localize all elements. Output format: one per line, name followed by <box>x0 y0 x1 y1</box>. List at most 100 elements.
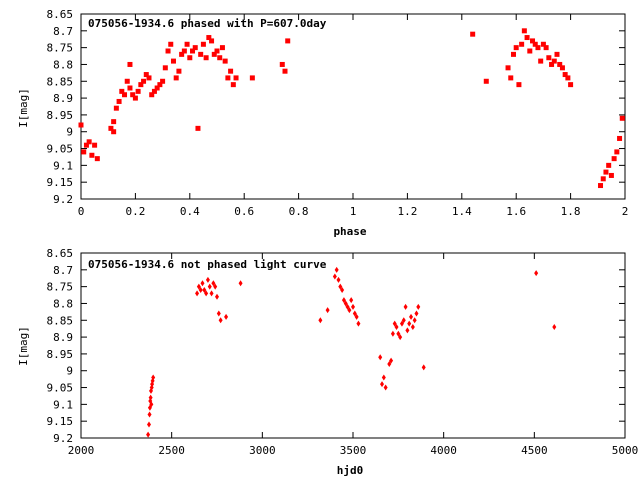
phased-data-point <box>141 78 147 84</box>
unphased-data-point <box>387 361 392 367</box>
phased-data-point <box>122 92 128 98</box>
unphased-axis-ticks: 2000 2500 3000 3500 4000 4500 5000 8.65 8.7 8.75 8… <box>47 247 639 457</box>
phased-data-point <box>530 38 536 44</box>
phased-y-tick-label: 8.75 <box>47 42 74 55</box>
unphased-y-tick-label: 8.8 <box>53 297 73 310</box>
unphased-data-point <box>338 283 343 290</box>
phased-y-tick-label: 9.2 <box>53 193 73 206</box>
phased-y-tick-label: 8.9 <box>53 92 73 105</box>
phased-x-axis-label: phase <box>333 225 366 238</box>
phased-x-tick-label: 1.8 <box>561 205 581 218</box>
phased-y-tick-label: 9.15 <box>47 176 74 189</box>
phased-data-point <box>176 68 182 74</box>
phased-y-tick-label: 8.85 <box>47 75 74 88</box>
phased-data-point <box>165 48 171 54</box>
unphased-data-point <box>148 394 153 401</box>
phased-data-point <box>617 135 623 141</box>
unphased-data-point <box>325 307 330 314</box>
phased-data-point <box>195 125 201 131</box>
unphased-data-point <box>218 317 223 324</box>
phased-data-point <box>516 82 522 88</box>
phased-x-tick-label: 0.2 <box>125 205 145 218</box>
phased-data-point <box>470 31 476 37</box>
phased-data-point <box>184 41 190 47</box>
unphased-data-point <box>147 421 151 428</box>
unphased-x-axis-label: hjd0 <box>337 464 364 477</box>
phased-data-point <box>527 48 533 54</box>
phased-data-point <box>209 38 215 44</box>
phased-data-point <box>559 65 565 71</box>
phased-data-point <box>143 72 149 78</box>
phased-data-point <box>614 149 620 155</box>
phased-data-point <box>279 61 285 67</box>
phased-data-point <box>127 85 133 91</box>
phased-data-point <box>285 38 291 44</box>
unphased-data-point <box>147 411 152 418</box>
phased-y-tick-label: 9 <box>66 126 73 139</box>
phased-data-point <box>124 78 130 84</box>
unphased-data-point <box>405 327 410 334</box>
unphased-data-point <box>378 354 383 361</box>
unphased-data-point <box>343 300 348 307</box>
unphased-y-tick-label: 9.2 <box>53 432 73 445</box>
phased-x-tick-label: 1.2 <box>397 205 417 218</box>
unphased-y-tick-label: 8.7 <box>53 264 73 277</box>
unphased-data-point <box>399 320 404 327</box>
phased-data-point <box>282 68 288 74</box>
phased-data-point <box>198 51 204 57</box>
phased-data-point <box>116 98 122 104</box>
phased-x-tick-label: 0.6 <box>234 205 254 218</box>
phased-data-point <box>524 35 530 41</box>
phased-data-point <box>206 35 212 41</box>
phased-x-tick-label: 1.6 <box>506 205 526 218</box>
unphased-data-points <box>146 266 557 438</box>
unphased-data-point <box>394 324 399 330</box>
unphased-data-point <box>389 357 394 364</box>
phased-data-point <box>168 41 174 47</box>
phased-data-point <box>200 41 206 47</box>
phased-x-tick-label: 0 <box>78 205 85 218</box>
phased-data-point <box>513 45 519 51</box>
unphased-x-tick-label: 2000 <box>68 444 95 457</box>
unphased-y-tick-label: 9.1 <box>53 398 73 411</box>
unphased-data-point <box>216 310 221 317</box>
unphased-data-point <box>205 276 210 283</box>
unphased-x-tick-label: 5000 <box>612 444 639 457</box>
phased-data-point <box>154 85 160 91</box>
unphased-data-point <box>390 330 395 337</box>
unphased-data-point <box>380 381 385 388</box>
unphased-data-point <box>336 276 341 283</box>
phased-y-tick-label: 9.05 <box>47 143 74 156</box>
unphased-data-point <box>211 280 216 287</box>
unphased-data-point <box>412 317 417 324</box>
unphased-data-point <box>381 374 386 381</box>
phased-data-point <box>535 45 541 51</box>
phased-data-point <box>230 82 236 88</box>
phased-data-point <box>92 142 98 148</box>
phased-data-point <box>211 51 217 57</box>
phased-data-point <box>94 156 100 162</box>
unphased-data-point <box>421 364 426 371</box>
phased-data-point <box>111 119 117 125</box>
unphased-data-point <box>401 317 406 324</box>
unphased-data-point <box>396 330 401 337</box>
unphased-data-point <box>224 313 229 320</box>
phased-data-point <box>78 122 84 128</box>
unphased-data-point <box>409 313 414 320</box>
phased-data-point <box>83 142 89 148</box>
phased-data-point <box>187 55 193 61</box>
phased-data-point <box>214 48 220 54</box>
unphased-data-point <box>195 290 200 297</box>
phased-data-point <box>111 129 117 135</box>
phased-data-point <box>540 41 546 47</box>
unphased-plot-frame <box>80 252 626 439</box>
unphased-data-point <box>356 320 361 327</box>
phased-data-point <box>190 48 196 54</box>
phased-data-point <box>127 61 133 67</box>
unphased-x-tick-label: 3500 <box>340 444 367 457</box>
phased-axis-ticks: 0 0.2 0.4 0.6 0.8 1 1.2 1.4 1.6 1.8 2 8.65 8.7 8.75 8.… <box>47 8 629 218</box>
phased-x-tick-label: 0.8 <box>289 205 309 218</box>
phased-data-point <box>132 95 138 101</box>
phased-data-point <box>146 75 152 81</box>
